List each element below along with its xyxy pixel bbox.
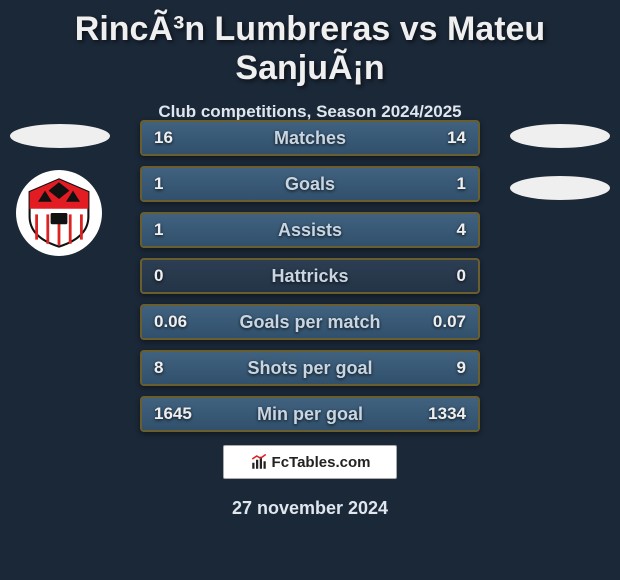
stat-value-right: 9 <box>457 352 466 384</box>
watermark-text: FcTables.com <box>272 454 371 471</box>
stat-label: Matches <box>142 122 478 154</box>
stat-value-left: 1645 <box>154 398 192 430</box>
player-right-logo-oval-2 <box>510 176 610 200</box>
stat-value-right: 0.07 <box>433 306 466 338</box>
stat-value-right: 4 <box>457 214 466 246</box>
stat-row: Hattricks0 0 <box>140 258 480 294</box>
chart-icon <box>250 453 268 471</box>
stat-value-right: 1 <box>457 168 466 200</box>
player-left-logo-oval <box>10 124 110 148</box>
stat-row: Matches16 14 <box>140 120 480 156</box>
page-title: RincÃ³n Lumbreras vs Mateu SanjuÃ¡n <box>0 0 620 88</box>
stat-row: Goals per match0.06 0.07 <box>140 304 480 340</box>
stat-row: Goals1 1 <box>140 166 480 202</box>
stat-value-left: 8 <box>154 352 163 384</box>
stat-value-right: 1334 <box>428 398 466 430</box>
watermark-badge[interactable]: FcTables.com <box>223 445 397 479</box>
stat-value-left: 0 <box>154 260 163 292</box>
stat-value-left: 1 <box>154 168 163 200</box>
stat-row: Shots per goal8 9 <box>140 350 480 386</box>
player-right-logo-oval-1 <box>510 124 610 148</box>
stat-value-right: 14 <box>447 122 466 154</box>
stat-row: Assists1 4 <box>140 212 480 248</box>
stat-label: Goals <box>142 168 478 200</box>
stat-value-left: 0.06 <box>154 306 187 338</box>
stats-panel: Matches1614Goals11Assists14Hattricks00Go… <box>140 120 480 442</box>
stat-value-right: 0 <box>457 260 466 292</box>
stat-label: Assists <box>142 214 478 246</box>
player-left-crest <box>16 170 102 256</box>
page-subtitle: Club competitions, Season 2024/2025 <box>0 102 620 122</box>
stat-label: Shots per goal <box>142 352 478 384</box>
stat-label: Hattricks <box>142 260 478 292</box>
stat-row: Min per goal16451334 <box>140 396 480 432</box>
stat-value-left: 1 <box>154 214 163 246</box>
stat-value-left: 16 <box>154 122 173 154</box>
footer-date: 27 november 2024 <box>0 498 620 519</box>
stat-label: Goals per match <box>142 306 478 338</box>
crest-icon <box>24 178 94 248</box>
